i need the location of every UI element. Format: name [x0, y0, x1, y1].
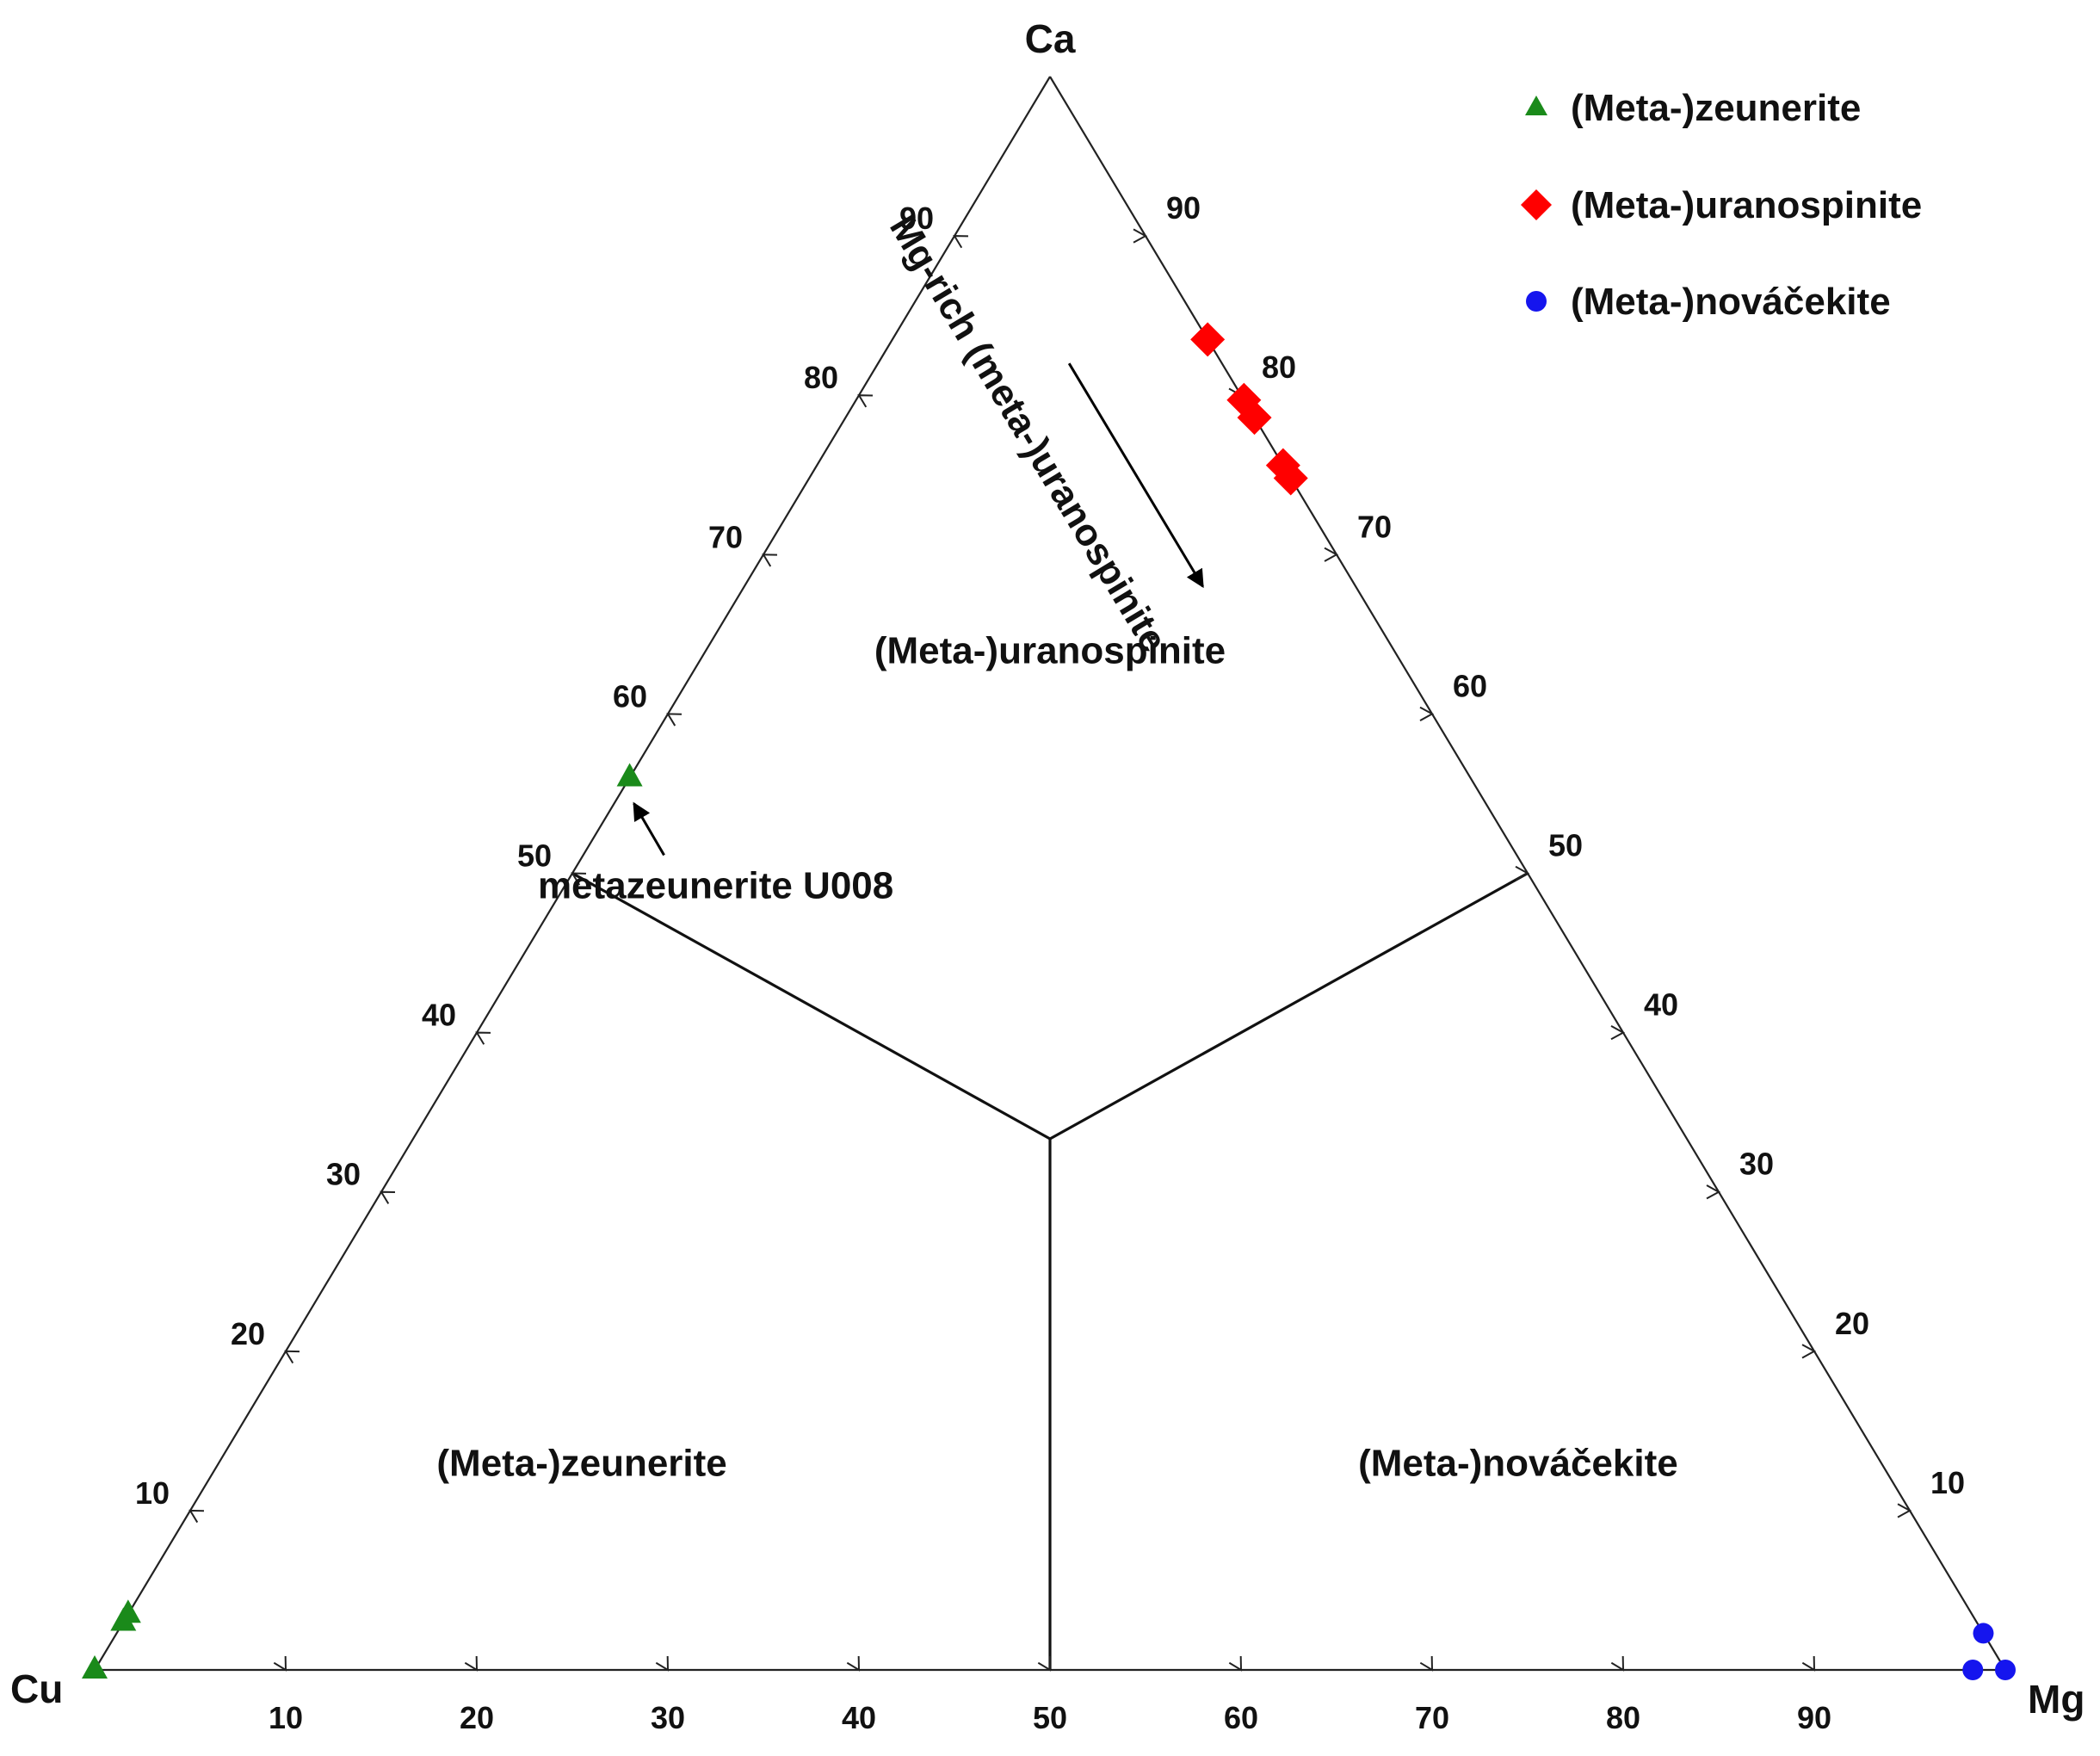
data-point-circle: [1995, 1660, 2016, 1680]
data-point-triangle: [82, 1655, 108, 1679]
tick-label: 30: [1739, 1147, 1774, 1182]
tick-mark: [475, 1031, 491, 1045]
region-label-novacekite: (Meta-)nováčekite: [1358, 1442, 1678, 1484]
tick-mark: [1515, 865, 1530, 881]
tick-label: 40: [422, 998, 456, 1033]
tick-label: 10: [135, 1475, 170, 1511]
tick-label: 60: [1224, 1700, 1258, 1735]
metazeunerite-arrow: [633, 801, 665, 856]
tick-mark: [953, 235, 968, 249]
tick-label: 80: [804, 360, 838, 395]
tick-label: 20: [1835, 1306, 1869, 1341]
mg-rich-label: Mg-rich (meta-)uranospinite: [881, 208, 1175, 659]
tick-mark: [1610, 1656, 1625, 1672]
tick-mark: [464, 1656, 479, 1672]
data-point-triangle: [114, 1599, 141, 1623]
mg-rich-arrow: [1067, 362, 1204, 589]
tick-mark: [380, 1190, 395, 1204]
tick-mark: [188, 1509, 204, 1524]
tick-label: 20: [231, 1316, 265, 1351]
region-label-uranospinite: (Meta-)uranospinite: [874, 629, 1226, 671]
tick-label: 70: [1415, 1700, 1449, 1735]
legend-triangle-icon: [1525, 96, 1547, 115]
region-boundary-line: [571, 872, 1051, 1141]
legend-label: (Meta-)zeunerite: [1571, 87, 1861, 129]
data-point-diamond: [1273, 461, 1308, 496]
annotation-mg-rich: Mg-rich (meta-)uranospinite: [881, 208, 1204, 659]
tick-label: 90: [899, 201, 934, 236]
tick-mark: [666, 713, 682, 727]
tick-label: 10: [1930, 1465, 1965, 1500]
tick-mark: [1897, 1503, 1912, 1518]
legend-diamond-icon: [1521, 189, 1552, 220]
tick-mark: [1801, 1344, 1817, 1359]
tick-mark: [655, 1656, 670, 1672]
tick-label: 90: [1166, 190, 1201, 226]
data-point-circle: [1973, 1623, 1994, 1644]
tick-label: 50: [517, 838, 552, 874]
data-points: [82, 322, 2016, 1680]
tick-label: 30: [651, 1700, 685, 1735]
vertex-label-ca: Ca: [1025, 16, 1076, 61]
tick-mark: [273, 1656, 287, 1672]
tick-label: 50: [1548, 828, 1583, 863]
tick-label: 40: [1644, 987, 1678, 1023]
tick-label: 30: [326, 1157, 361, 1192]
tick-label: 70: [708, 519, 743, 554]
tick-label: 40: [842, 1700, 876, 1735]
tick-mark: [1133, 228, 1148, 244]
legend-item-uranospinite: (Meta-)uranospinite: [1521, 184, 1922, 226]
tick-label: 60: [1453, 668, 1487, 703]
tick-label: 20: [460, 1700, 494, 1735]
tick-mark: [1801, 1656, 1816, 1672]
legend: (Meta-)zeunerite (Meta-)uranospinite (Me…: [1521, 87, 1922, 323]
axis-ticks: 10 20 30 40 50 60 70 80 90 10 20 30 40 50 60 70 80 90 10 20…: [135, 190, 1965, 1735]
legend-item-zeunerite: (Meta-)zeunerite: [1525, 87, 1861, 129]
tick-mark: [1324, 547, 1339, 562]
tick-mark: [1610, 1025, 1626, 1041]
data-point-diamond: [1237, 400, 1272, 436]
region-label-zeunerite: (Meta-)zeunerite: [436, 1442, 726, 1484]
vertex-label-cu: Cu: [10, 1666, 63, 1711]
tick-label: 90: [1797, 1700, 1831, 1735]
tick-mark: [762, 553, 777, 567]
data-point-diamond: [1190, 322, 1226, 357]
legend-item-novacekite: (Meta-)nováčekite: [1526, 281, 1891, 323]
tick-mark: [1037, 1656, 1052, 1672]
tick-label: 60: [613, 678, 647, 714]
data-point-triangle: [616, 763, 643, 787]
region-boundary-line: [1049, 872, 1529, 1141]
tick-label: 10: [269, 1700, 303, 1735]
tick-mark: [571, 872, 586, 886]
annotation-metazeunerite: metazeunerite U008: [538, 801, 893, 906]
data-point-circle: [1962, 1660, 1984, 1680]
tick-mark: [846, 1656, 861, 1672]
tick-mark: [1419, 706, 1435, 721]
tick-mark: [1228, 1656, 1243, 1672]
legend-label: (Meta-)uranospinite: [1571, 184, 1922, 226]
tick-mark: [284, 1350, 300, 1363]
region-boundaries: [571, 872, 1529, 1670]
legend-circle-icon: [1526, 291, 1547, 312]
metazeunerite-u008-label: metazeunerite U008: [538, 864, 893, 906]
legend-label: (Meta-)nováčekite: [1571, 281, 1891, 323]
tick-label: 70: [1357, 509, 1392, 544]
tick-mark: [1706, 1184, 1721, 1200]
tick-mark: [1419, 1656, 1434, 1672]
tick-label: 80: [1606, 1700, 1640, 1735]
tick-mark: [857, 394, 873, 408]
tick-label: 50: [1033, 1700, 1067, 1735]
tick-label: 80: [1262, 349, 1296, 385]
vertex-label-mg: Mg: [2028, 1677, 2085, 1722]
